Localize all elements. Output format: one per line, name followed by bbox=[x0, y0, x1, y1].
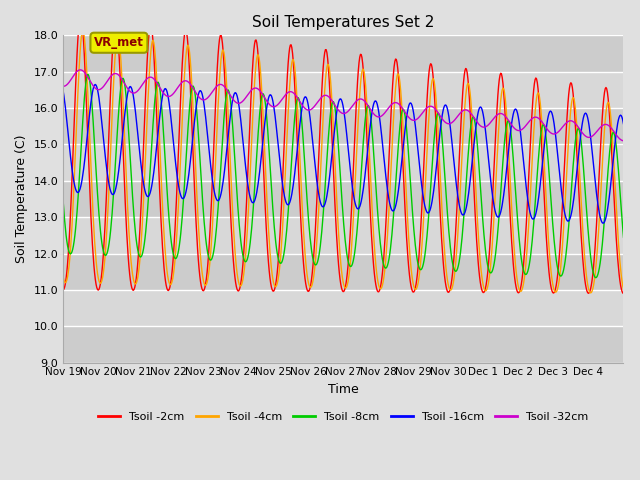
Y-axis label: Soil Temperature (C): Soil Temperature (C) bbox=[15, 135, 28, 263]
Bar bbox=[63, 108, 623, 144]
Bar bbox=[63, 144, 623, 181]
X-axis label: Time: Time bbox=[328, 383, 358, 396]
Legend: Tsoil -2cm, Tsoil -4cm, Tsoil -8cm, Tsoil -16cm, Tsoil -32cm: Tsoil -2cm, Tsoil -4cm, Tsoil -8cm, Tsoi… bbox=[94, 408, 593, 426]
Title: Soil Temperatures Set 2: Soil Temperatures Set 2 bbox=[252, 15, 435, 30]
Bar bbox=[63, 217, 623, 253]
Bar bbox=[63, 290, 623, 326]
Bar bbox=[63, 36, 623, 72]
Bar bbox=[63, 253, 623, 290]
Bar bbox=[63, 181, 623, 217]
Bar bbox=[63, 72, 623, 108]
Text: VR_met: VR_met bbox=[94, 36, 144, 49]
Bar bbox=[63, 326, 623, 362]
